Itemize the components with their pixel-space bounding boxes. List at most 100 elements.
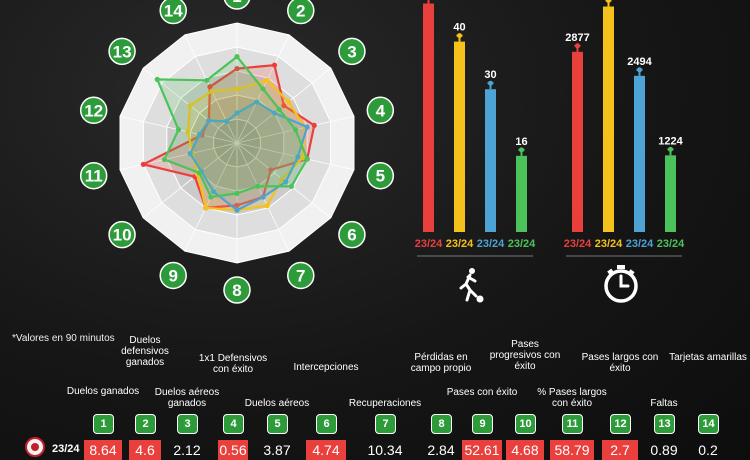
metric-number-badge: 13 [654,414,675,434]
radar-point [140,161,147,167]
radar-axis-badge [108,220,136,249]
radar-axis-label: 5 [376,167,385,186]
radar-point [292,127,299,133]
radar-axis-label: 6 [347,226,356,245]
radar-point [234,54,240,60]
radar-spoke [142,142,238,219]
radar-axis-label: 14 [164,2,183,21]
metric-value: 0.2 [698,442,718,458]
radar-point [175,127,182,133]
club-crest-icon [25,437,45,457]
bar-category-label: 23/24 [626,238,654,250]
radar-axis-badge [79,161,108,190]
bar-cap-dot [488,80,493,86]
radar-point [286,99,292,105]
bar-category-label: 23/24 [477,238,505,250]
metric-value: 3.87 [263,442,291,458]
radar-axis-label: 7 [296,266,305,285]
metric-label: 1x1 Defensivos con éxito [198,353,268,375]
metric-number-badge: 5 [267,414,288,434]
footnote: *Valores en 90 minutos [12,333,115,344]
metric-value: 4.6 [129,440,161,460]
radar-point [304,156,310,162]
metric-value: 52.61 [462,440,502,460]
metric-number-badge: 4 [223,414,244,434]
radar-point [196,131,203,138]
radar-point [254,99,260,105]
bar-cap-dot [668,146,673,152]
radar-point [234,86,240,92]
metric-label: Duelos ganados [66,386,140,397]
metric-value: 58.79 [550,440,594,460]
metric-value: 4.68 [506,440,544,460]
bar [665,155,676,232]
metric-number-badge: 2 [135,414,156,434]
radar-axis-label: 9 [168,266,177,285]
radar-point [234,110,240,116]
metric-label: Duelos aéreos [244,398,310,409]
metric-label: Pérdidas en campo propio [410,352,472,374]
metric-number-badge: 1 [93,414,114,434]
radar-axis-badge [366,96,395,125]
metric-label: Recuperaciones [348,398,422,409]
radar-point [234,66,240,72]
metric-label: Duelos defensivos ganados [121,335,169,368]
radar-axis-badge [338,220,366,249]
metric-label: Faltas [650,398,678,409]
radar-axis-label: 1 [232,0,241,6]
radar-point [283,179,289,185]
radar-axis-label: 11 [85,167,103,186]
bar [572,51,583,233]
radar-point [203,205,209,211]
radar-point [271,62,278,68]
radar-point [299,155,306,161]
metric-value: 2.84 [427,442,455,458]
bar-category-label: 23/24 [657,238,685,250]
radar-point [271,110,278,116]
radar-point [295,154,301,160]
metric-label: Tarjetas amarillas [669,352,747,363]
radar-axis-label: 10 [113,226,132,245]
row-season: 23/24 [52,443,80,455]
metric-value: 2.7 [602,440,638,460]
radar-axis-label: 3 [347,42,356,61]
metric-value: 0.89 [650,442,678,458]
radar-point [187,151,193,157]
metric-value: 0.56 [218,440,248,460]
metric-label: Duelos aéreos ganados [154,387,220,409]
bar [423,3,434,232]
radar-point [276,106,282,112]
radar-point [209,88,215,94]
metric-label: Intercepciones [293,362,359,373]
radar-point [187,102,193,109]
metric-value: 8.64 [84,440,122,460]
radar-axis-label: 4 [376,101,386,120]
metric-value: 2.12 [173,442,201,458]
metric-value: 4.74 [306,440,346,460]
radar-axis-label: 12 [84,101,103,120]
radar-axis-badge [79,96,108,125]
bar-category-label: 23/24 [508,238,536,250]
metric-number-badge: 10 [515,414,536,434]
radar-point [311,122,317,128]
radar-point [304,124,310,130]
radar-axis-badge [159,0,187,25]
bar-cap-dot [457,33,462,39]
metric-number-badge: 3 [177,414,198,434]
radar-axis-badge [338,37,366,66]
metric-value: 10.34 [367,442,403,458]
radar-axis-badge [223,0,251,10]
metric-number-badge: 14 [698,414,719,434]
bar-value-label: 2494 [627,56,652,68]
radar-point [268,167,274,173]
radar-axis-badge [159,261,187,290]
radar-point [255,183,261,189]
bar-cap-dot [575,43,580,49]
metric-number-badge: 6 [316,414,337,434]
bar-value-label: 1224 [658,135,683,147]
radar-axis-label: 2 [296,2,305,21]
radar-point [234,207,240,213]
metric-number-badge: 12 [610,414,631,434]
bar-value-label: 40 [453,22,465,34]
radar-point [161,156,168,163]
